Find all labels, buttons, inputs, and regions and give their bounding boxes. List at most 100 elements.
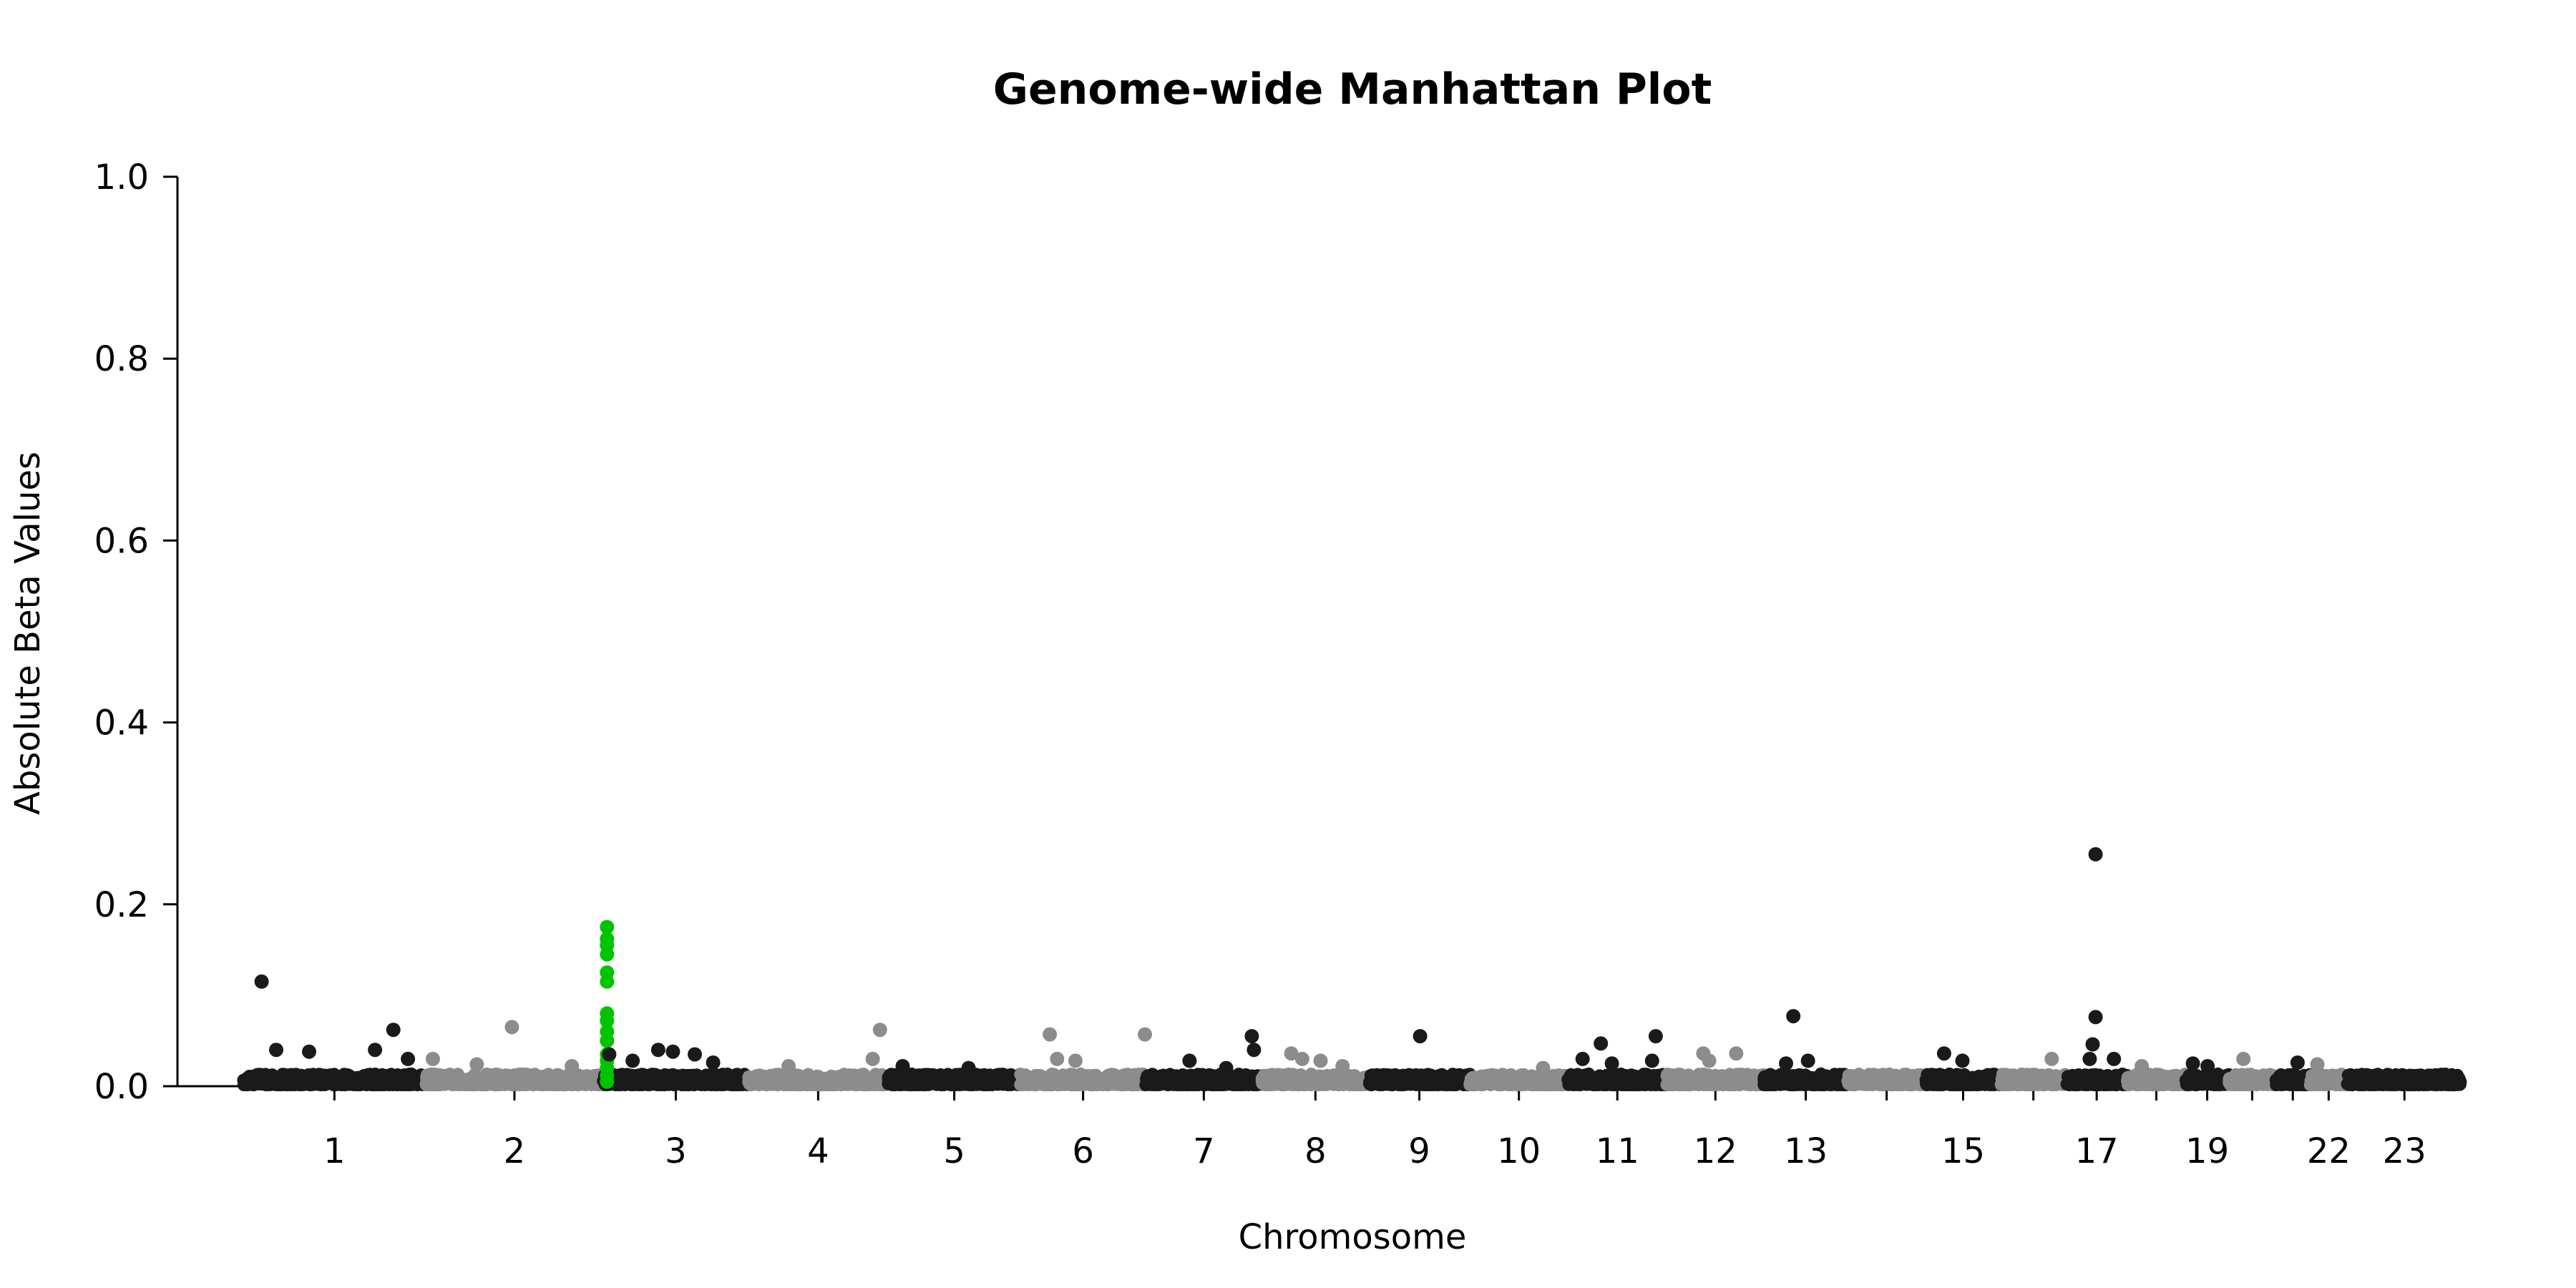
data-point	[1450, 1078, 1463, 1091]
data-point	[279, 1078, 293, 1092]
data-point	[1051, 1073, 1065, 1086]
data-point	[313, 1070, 326, 1083]
data-point	[1664, 1070, 1678, 1083]
data-point	[691, 1073, 704, 1086]
data-point	[1413, 1069, 1426, 1083]
x-tick-label: 12	[1694, 1131, 1737, 1171]
data-point	[1488, 1070, 1502, 1083]
data-point	[818, 1078, 831, 1091]
data-point	[1334, 1077, 1347, 1091]
data-point	[351, 1078, 365, 1092]
data-point	[1708, 1074, 1721, 1088]
x-tick-label: 9	[1408, 1131, 1430, 1171]
data-point	[1386, 1074, 1399, 1088]
data-point	[1319, 1074, 1332, 1088]
data-point	[1719, 1074, 1733, 1088]
data-point	[1647, 1068, 1660, 1082]
data-point	[1164, 1076, 1178, 1090]
data-points	[237, 847, 2467, 1092]
x-tick-label: 2	[504, 1131, 526, 1171]
data-point	[992, 1068, 1006, 1081]
data-point	[452, 1077, 464, 1091]
data-point	[546, 1078, 560, 1091]
data-point	[1294, 1076, 1308, 1090]
x-axis-ticks: 1 2 3 4 5 6 7 8 9 10 11 12 13 15 17 19 22 23	[323, 1086, 2426, 1171]
data-point	[661, 1078, 675, 1091]
x-tick-label: 8	[1304, 1131, 1327, 1171]
data-point	[1225, 1072, 1239, 1085]
x-tick-label: 22	[2307, 1131, 2351, 1171]
data-point	[241, 1076, 255, 1090]
data-point	[642, 1068, 655, 1082]
x-tick-label: 7	[1193, 1131, 1215, 1171]
data-point	[252, 1076, 265, 1090]
data-point	[1266, 1071, 1279, 1085]
data-point	[743, 1074, 756, 1088]
x-tick-label: 15	[1941, 1131, 1985, 1171]
data-point	[706, 1075, 719, 1088]
data-point	[1089, 1068, 1103, 1082]
y-axis-label: Absolute Beta Values	[8, 452, 48, 815]
x-tick-label: 11	[1596, 1131, 1639, 1171]
data-point	[1757, 1078, 1771, 1092]
data-point	[517, 1070, 531, 1083]
data-point	[1575, 1077, 1589, 1091]
data-point	[1304, 1077, 1318, 1091]
data-point	[1618, 1075, 1631, 1088]
data-point	[1076, 1078, 1090, 1091]
data-point	[328, 1075, 342, 1088]
data-point	[1040, 1071, 1053, 1085]
x-tick-label: 10	[1497, 1131, 1541, 1171]
data-point	[1148, 1076, 1161, 1090]
y-tick-label: 1.0	[94, 157, 149, 197]
x-axis-label: Chromosome	[1239, 1217, 1467, 1257]
data-point	[399, 1078, 412, 1091]
data-point	[1692, 1078, 1706, 1092]
x-tick-label: 23	[2383, 1131, 2426, 1171]
x-tick-label: 19	[2185, 1131, 2229, 1171]
chart-title: Genome-wide Manhattan Plot	[993, 64, 1712, 114]
data-point	[728, 1076, 741, 1089]
y-tick-label: 0.4	[94, 703, 149, 743]
data-point	[888, 1078, 902, 1091]
data-point	[1789, 1074, 1802, 1088]
y-tick-label: 0.0	[94, 1067, 149, 1107]
data-point	[766, 1075, 779, 1089]
data-point	[1681, 1078, 1694, 1092]
data-point	[928, 1074, 942, 1088]
data-point	[1562, 1074, 1576, 1088]
x-tick-label: 6	[1072, 1131, 1094, 1171]
data-point	[1525, 1069, 1538, 1083]
data-point	[1279, 1076, 1293, 1090]
data-point	[576, 1073, 590, 1087]
data-point	[379, 1073, 392, 1087]
data-point	[1104, 1071, 1117, 1085]
x-tick-label: 1	[323, 1131, 346, 1171]
data-point	[1513, 1071, 1527, 1085]
x-tick-label: 13	[1784, 1131, 1828, 1171]
data-point	[614, 1076, 628, 1090]
data-point	[803, 1071, 816, 1085]
data-point	[1370, 1068, 1384, 1081]
data-point	[1430, 1072, 1443, 1085]
x-tick-label: 5	[943, 1131, 965, 1171]
data-point	[1744, 1078, 1757, 1092]
data-point	[1238, 1078, 1252, 1091]
y-tick-label: 0.6	[94, 521, 149, 561]
data-point	[1123, 1073, 1137, 1086]
data-point	[438, 1078, 452, 1091]
data-point	[1196, 1073, 1210, 1086]
y-tick-label: 0.8	[94, 339, 149, 379]
data-point	[626, 1075, 640, 1089]
x-tick-label: 4	[807, 1131, 829, 1171]
data-point	[1470, 1070, 1484, 1084]
data-point	[911, 1076, 924, 1089]
data-point	[1591, 1075, 1604, 1089]
data-point	[841, 1075, 855, 1089]
data-point	[1828, 1076, 1841, 1090]
data-point	[1016, 1073, 1029, 1086]
data-point	[1538, 1078, 1551, 1091]
data-point	[982, 1070, 995, 1084]
x-tick-label: 3	[665, 1131, 687, 1171]
